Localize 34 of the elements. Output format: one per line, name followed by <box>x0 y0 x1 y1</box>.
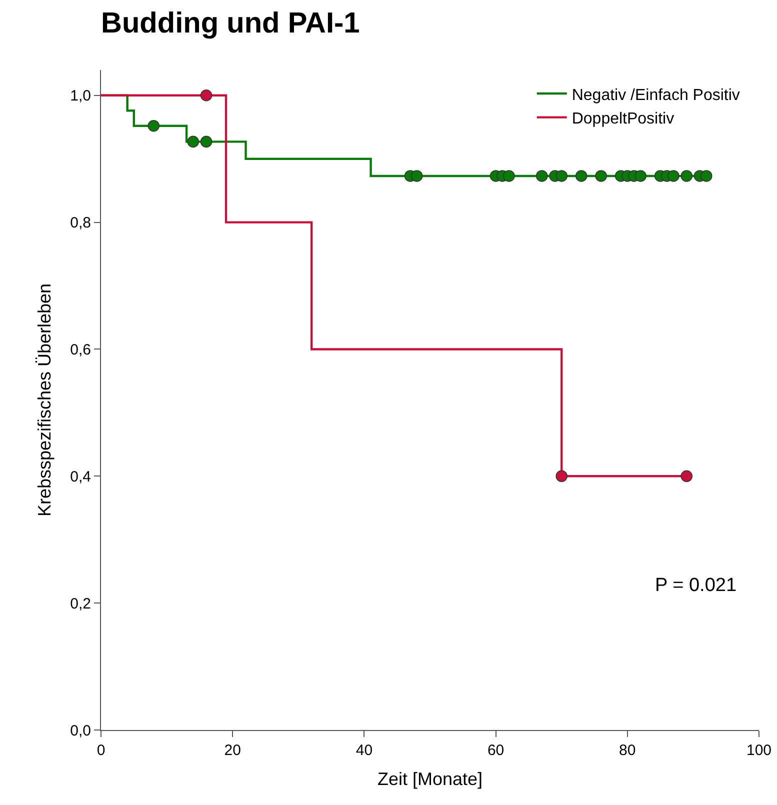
legend-label: Negativ /Einfach Positiv <box>572 86 740 104</box>
x-tick-label: 0 <box>96 742 106 759</box>
x-tick-label: 40 <box>356 742 373 759</box>
point <box>634 170 646 182</box>
y-tick-label: 0,8 <box>70 214 91 232</box>
point <box>503 170 515 182</box>
point <box>575 170 588 182</box>
x-tick-label: 60 <box>487 742 504 759</box>
point <box>200 89 212 102</box>
y-tick-label: 0,6 <box>70 341 91 358</box>
y-tick-label: 0,4 <box>70 468 91 486</box>
point <box>187 136 200 148</box>
x-tick-label: 80 <box>619 742 636 759</box>
x-tick-label: 20 <box>224 742 241 759</box>
chart-title: Budding und PAI-1 <box>101 7 360 40</box>
x-axis-title: Zeit [Monate] <box>377 769 483 790</box>
point <box>595 170 607 182</box>
point <box>148 120 160 132</box>
y-axis-title: Krebsspezifisches Überleben <box>34 283 54 517</box>
x-tick-label: 100 <box>746 742 772 759</box>
point <box>200 136 212 148</box>
y-tick-label: 0,0 <box>70 722 91 740</box>
point <box>668 170 680 182</box>
annotation: P = 0.021 <box>655 575 737 596</box>
point <box>556 470 568 482</box>
point <box>680 170 693 182</box>
point <box>700 170 712 182</box>
y-tick-label: 0,2 <box>70 595 91 612</box>
point <box>680 470 693 482</box>
point <box>410 170 423 182</box>
point <box>556 170 568 182</box>
y-tick-label: 1,0 <box>70 88 91 105</box>
point <box>536 170 548 182</box>
legend-label: DoppeltPositiv <box>572 110 674 128</box>
